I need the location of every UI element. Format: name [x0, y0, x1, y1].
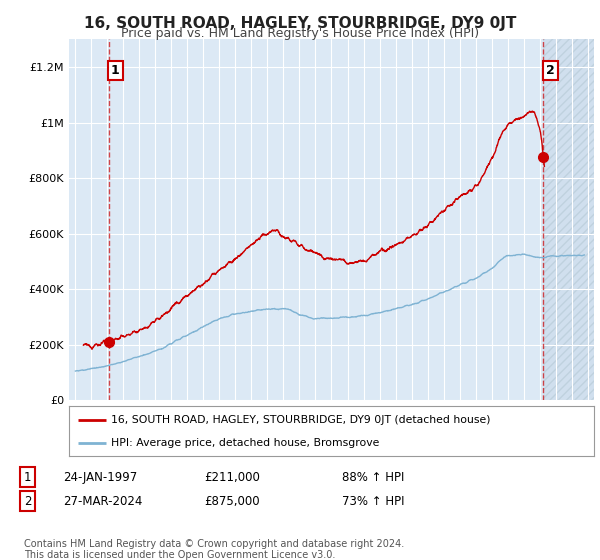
- Text: HPI: Average price, detached house, Bromsgrove: HPI: Average price, detached house, Brom…: [111, 438, 379, 448]
- Text: 2: 2: [24, 494, 32, 508]
- Text: 24-JAN-1997: 24-JAN-1997: [63, 470, 137, 484]
- Text: Price paid vs. HM Land Registry's House Price Index (HPI): Price paid vs. HM Land Registry's House …: [121, 27, 479, 40]
- Text: 27-MAR-2024: 27-MAR-2024: [63, 494, 142, 508]
- Text: 1: 1: [111, 64, 119, 77]
- Text: 16, SOUTH ROAD, HAGLEY, STOURBRIDGE, DY9 0JT (detached house): 16, SOUTH ROAD, HAGLEY, STOURBRIDGE, DY9…: [111, 414, 491, 424]
- Text: Contains HM Land Registry data © Crown copyright and database right 2024.
This d: Contains HM Land Registry data © Crown c…: [24, 539, 404, 560]
- Bar: [544, 39, 594, 400]
- Text: 88% ↑ HPI: 88% ↑ HPI: [342, 470, 404, 484]
- Text: £211,000: £211,000: [204, 470, 260, 484]
- Text: 73% ↑ HPI: 73% ↑ HPI: [342, 494, 404, 508]
- Text: 16, SOUTH ROAD, HAGLEY, STOURBRIDGE, DY9 0JT: 16, SOUTH ROAD, HAGLEY, STOURBRIDGE, DY9…: [84, 16, 516, 31]
- Text: 1: 1: [24, 470, 32, 484]
- Text: 2: 2: [546, 64, 554, 77]
- Text: £875,000: £875,000: [204, 494, 260, 508]
